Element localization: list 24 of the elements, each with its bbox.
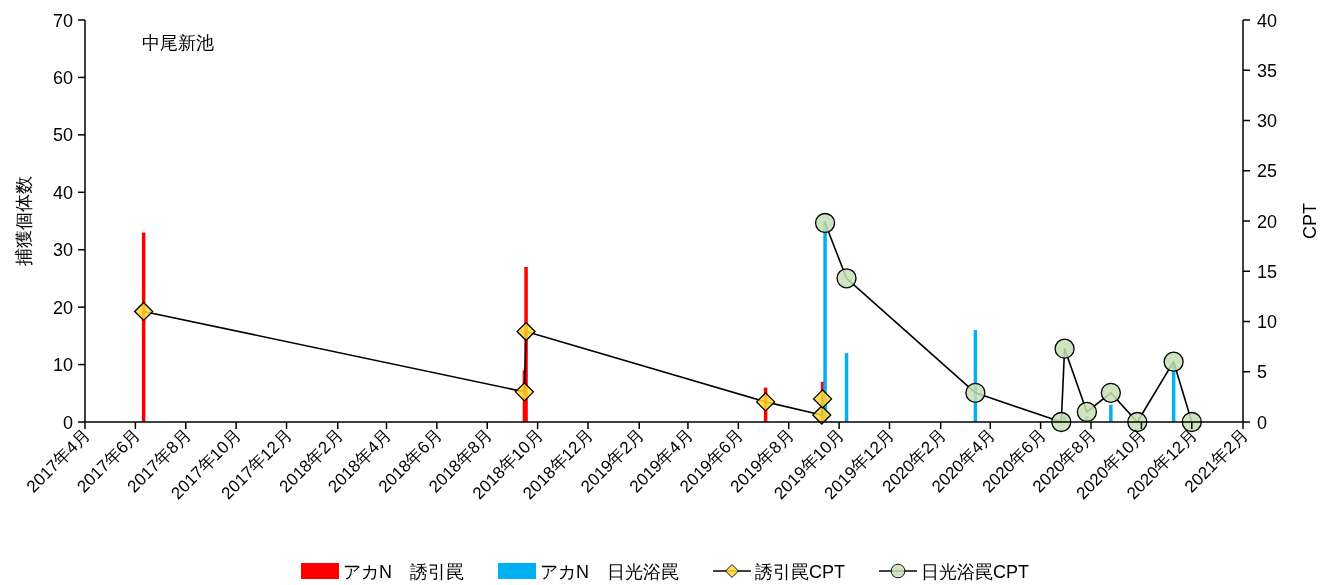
y2-tick-label: 40 bbox=[1257, 10, 1278, 31]
legend-label: アカN 誘引罠 bbox=[343, 561, 464, 582]
y2-tick-label: 30 bbox=[1257, 111, 1278, 131]
y-tick-label: 20 bbox=[52, 297, 73, 318]
y-tick-label: 40 bbox=[52, 182, 73, 203]
y-tick-label: 30 bbox=[52, 240, 73, 261]
y-tick-label: 10 bbox=[52, 355, 73, 376]
y2-tick-label: 20 bbox=[1257, 211, 1278, 232]
y2-axis-title: CPT bbox=[1300, 203, 1320, 239]
legend-label: 誘引罠CPT bbox=[755, 561, 845, 582]
y2-tick-label: 35 bbox=[1257, 60, 1278, 81]
y-tick-label: 50 bbox=[52, 125, 73, 146]
y-axis-title: 捕獲個体数 bbox=[14, 176, 34, 266]
y-tick-label: 60 bbox=[52, 67, 73, 88]
y-tick-label: 70 bbox=[52, 10, 73, 31]
legend-label: 日光浴罠CPT bbox=[921, 561, 1029, 582]
legend-label: アカN 日光浴罠 bbox=[540, 561, 679, 582]
y2-tick-label: 5 bbox=[1257, 362, 1268, 383]
y2-tick-label: 0 bbox=[1257, 412, 1268, 433]
text: 中尾新池 bbox=[142, 33, 214, 53]
y2-tick-label: 10 bbox=[1257, 312, 1278, 332]
y-tick-label: 0 bbox=[62, 412, 73, 433]
y2-tick-label: 25 bbox=[1257, 161, 1278, 182]
y2-tick-label: 15 bbox=[1257, 261, 1278, 282]
